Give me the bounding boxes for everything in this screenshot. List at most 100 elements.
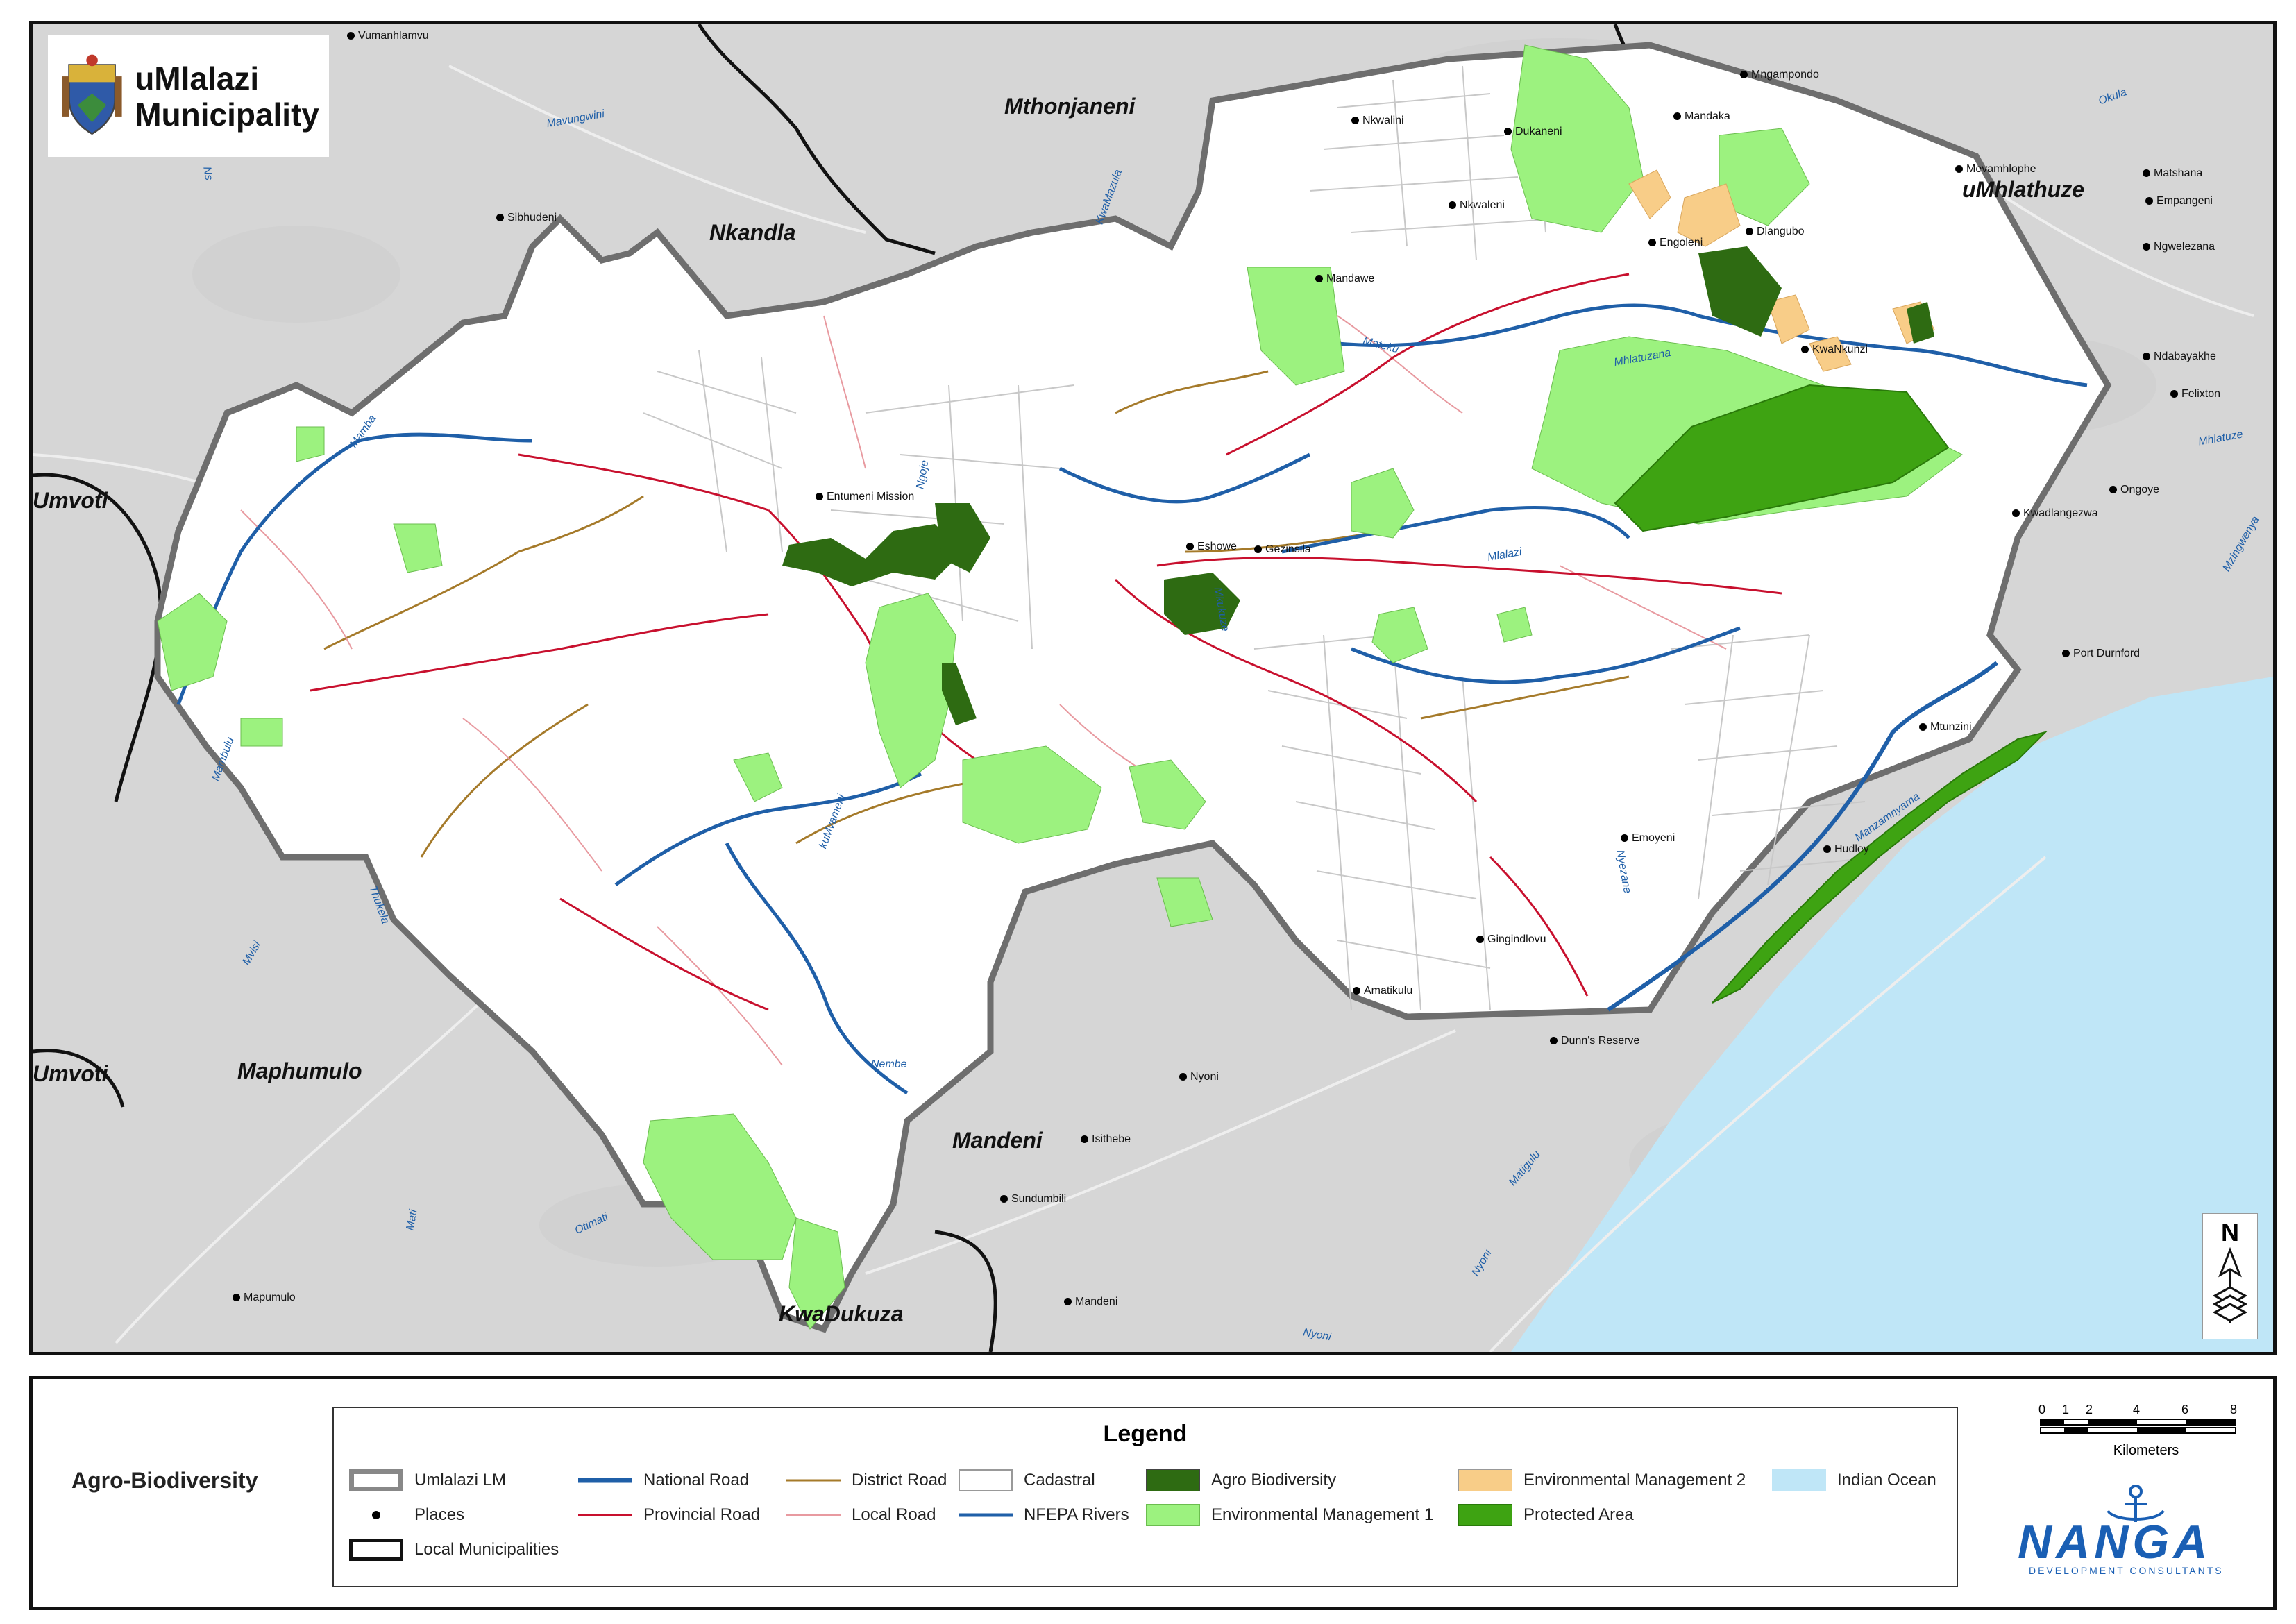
scale-tick: 4 <box>2133 1403 2141 1416</box>
municipality-label: Mthonjaneni <box>1004 94 1136 119</box>
scale-tick: 1 <box>2062 1403 2070 1416</box>
legend-item-places: Places <box>349 1504 464 1526</box>
legend-item-district-road: District Road <box>786 1469 947 1491</box>
indian-ocean <box>1511 677 2273 1352</box>
agro-biodiversity <box>782 246 1934 725</box>
scale-tick: 0 <box>2038 1403 2046 1416</box>
legend-label: NFEPA Rivers <box>1024 1505 1129 1524</box>
place-label: Mngampondo <box>1740 69 1819 81</box>
place-label: Ndabayakhe <box>2143 350 2216 363</box>
env-management-1-swatch <box>1146 1504 1200 1526</box>
place-label: Hudley <box>1823 843 1869 856</box>
place-label: Sundumbili <box>1000 1193 1066 1206</box>
env-management-2-swatch <box>1458 1469 1512 1491</box>
nfepa-rivers <box>176 303 2088 1095</box>
places-swatch <box>372 1511 380 1519</box>
coat-of-arms-icon <box>62 54 122 135</box>
provincial-roads <box>310 273 1782 1011</box>
legend-label: National Road <box>643 1471 750 1489</box>
place-label: Entumeni Mission <box>816 491 914 503</box>
place-label: Dlangubo <box>1746 226 1805 238</box>
indian-ocean-swatch <box>1772 1469 1826 1491</box>
municipality-label: uMhlathuze <box>1962 177 2084 202</box>
map-canvas[interactable] <box>33 24 2273 1352</box>
place-label: Isithebe <box>1081 1133 1131 1146</box>
provincial-road-swatch <box>578 1514 632 1516</box>
legend-label: Indian Ocean <box>1837 1471 1936 1489</box>
place-label: Engoleni <box>1648 237 1703 249</box>
legend-label: District Road <box>852 1471 947 1489</box>
agro-biodiversity-swatch <box>1146 1469 1200 1491</box>
place-label: Empangeni <box>2145 195 2213 208</box>
legend-label: Agro Biodiversity <box>1211 1471 1337 1489</box>
municipality-label: Umvoti <box>33 488 108 513</box>
place-label: Amatikulu <box>1353 985 1412 997</box>
national-road-swatch <box>578 1478 632 1483</box>
scale-tick: 2 <box>2086 1403 2093 1416</box>
local-municipalities-swatch <box>349 1539 403 1561</box>
river-label: Nembe <box>871 1058 907 1070</box>
logo-title: uMlalazi Municipality <box>135 60 319 133</box>
map-info-panel: Agro-Biodiversity Legend Umlalazi LM Nat… <box>29 1376 2277 1610</box>
legend-item-agro-biodiversity: Agro Biodiversity <box>1146 1469 1336 1491</box>
nfepa-rivers-swatch <box>959 1513 1013 1517</box>
place-label: Gingindlovu <box>1476 933 1546 946</box>
legend-heading: Legend <box>1103 1421 1188 1447</box>
map-frame: uMlalazi Municipality Mthonjaneni Nkandl… <box>29 21 2277 1355</box>
legend-item-local-road: Local Road <box>786 1504 936 1526</box>
legend-item-local-municipalities: Local Municipalities <box>349 1539 559 1561</box>
legend-label: Environmental Management 2 <box>1523 1471 1746 1489</box>
north-letter: N <box>2221 1218 2239 1246</box>
legend-item-cadastral: Cadastral <box>959 1469 1095 1491</box>
legend-item-environmental-management-1: Environmental Management 1 <box>1146 1504 1433 1526</box>
place-label: Emoyeni <box>1621 832 1675 845</box>
legend-label: Cadastral <box>1024 1471 1095 1489</box>
boundary-grey-swatch <box>349 1469 403 1491</box>
place-label: Nkwaleni <box>1449 199 1505 212</box>
legend-item-provincial-road: Provincial Road <box>578 1504 760 1526</box>
legend-label: Local Municipalities <box>414 1540 559 1559</box>
district-road-swatch <box>786 1479 841 1482</box>
nanga-tagline: DEVELOPMENT CONSULTANTS <box>2029 1565 2224 1576</box>
place-label: Kwadlangezwa <box>2012 507 2098 520</box>
nanga-logo: NANGA DEVELOPMENT CONSULTANTS <box>2011 1483 2261 1580</box>
municipality-label: Nkandla <box>709 220 796 245</box>
place-label: Matshana <box>2143 167 2202 180</box>
place-label: Felixton <box>2170 388 2220 400</box>
municipality-label: Umvoti <box>33 1061 108 1086</box>
legend-label: Provincial Road <box>643 1505 761 1524</box>
scale-caption: Kilometers <box>2113 1443 2179 1458</box>
legend-item-national-road: National Road <box>578 1469 749 1491</box>
place-label: Dunn's Reserve <box>1550 1035 1639 1047</box>
river-label: Ns <box>201 165 215 182</box>
legend-item-indian-ocean: Indian Ocean <box>1772 1469 1936 1491</box>
place-label: Sibhudeni <box>496 212 557 224</box>
protected-area <box>1614 384 2048 1004</box>
legend-item-umlalazi-lm: Umlalazi LM <box>349 1469 506 1491</box>
place-label: Mtunzini <box>1919 721 1972 734</box>
protected-area-swatch <box>1458 1504 1512 1526</box>
place-label: Ngwelezana <box>2143 241 2215 253</box>
legend-label: Umlalazi LM <box>414 1471 507 1489</box>
place-label: KwaNkunzi <box>1801 344 1868 356</box>
place-label: Mandawe <box>1315 273 1374 285</box>
anchor-icon <box>2107 1485 2165 1522</box>
scale-tick: 6 <box>2181 1403 2189 1416</box>
place-label: Port Durnford <box>2062 648 2140 660</box>
scale-bar: 0 1 2 4 6 8 Kilometers <box>2038 1403 2254 1465</box>
place-label: Nyoni <box>1179 1071 1219 1083</box>
legend-item-protected-area: Protected Area <box>1458 1504 1634 1526</box>
nanga-wordmark: NANGA <box>2018 1516 2212 1568</box>
legend-label: Environmental Management 1 <box>1211 1505 1434 1524</box>
place-label: Ongoye <box>2109 484 2159 496</box>
place-label: Mevamhlophe <box>1955 163 2036 176</box>
legend: Legend Umlalazi LM National Road Distric… <box>332 1407 1958 1587</box>
place-label: Dukaneni <box>1504 126 1562 138</box>
municipality-label: KwaDukuza <box>779 1301 904 1326</box>
place-label: Eshowe <box>1186 541 1237 553</box>
logo-title-line2: Municipality <box>135 96 319 133</box>
logo-title-line1: uMlalazi <box>135 60 260 96</box>
legend-label: Protected Area <box>1523 1505 1634 1524</box>
legend-label: Places <box>414 1505 465 1524</box>
cadastral-swatch <box>959 1469 1013 1491</box>
